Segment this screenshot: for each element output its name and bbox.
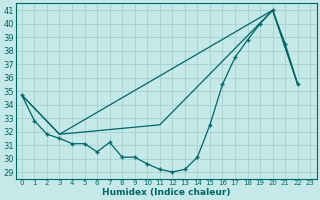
- X-axis label: Humidex (Indice chaleur): Humidex (Indice chaleur): [102, 188, 230, 197]
